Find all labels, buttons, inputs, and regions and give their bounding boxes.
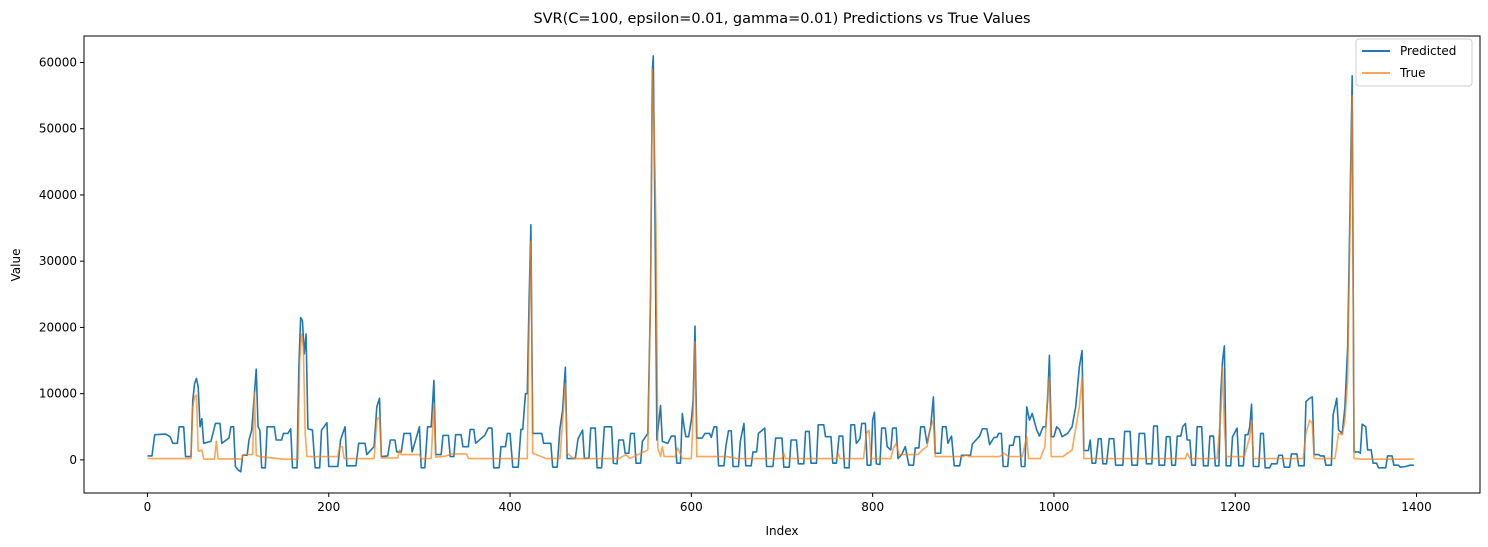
y-tick-label: 10000 [39,387,77,401]
x-tick-label: 1000 [1039,500,1070,514]
y-tick-label: 20000 [39,320,77,334]
x-tick-label: 1200 [1220,500,1251,514]
y-tick-label: 50000 [39,122,77,136]
legend-predicted-label: Predicted [1400,44,1456,58]
y-tick-label: 40000 [39,188,77,202]
y-axis-ticks: 0 10000 20000 30000 40000 50000 60000 [39,55,84,467]
x-axis-label: Index [765,524,798,538]
y-tick-label: 60000 [39,55,77,69]
legend: Predicted True [1355,38,1473,87]
chart-title: SVR(C=100, epsilon=0.01, gamma=0.01) Pre… [533,11,1030,27]
plot-area [84,36,1480,493]
series-line-predicted [147,55,1414,473]
y-tick-label: 30000 [39,254,77,268]
x-axis-ticks: 0 200 400 600 800 1000 1200 1400 [144,493,1432,514]
x-tick-label: 800 [861,500,884,514]
legend-true-label: True [1399,66,1426,80]
plot-frame [83,35,1481,494]
x-tick-label: 200 [317,500,340,514]
series-layer [147,55,1414,473]
x-tick-label: 400 [499,500,522,514]
series-line-true [147,68,1414,461]
x-tick-label: 1400 [1401,500,1432,514]
y-tick-label: 0 [69,453,77,467]
x-tick-label: 0 [144,500,152,514]
x-tick-label: 600 [680,500,703,514]
y-axis-label: Value [9,249,23,282]
